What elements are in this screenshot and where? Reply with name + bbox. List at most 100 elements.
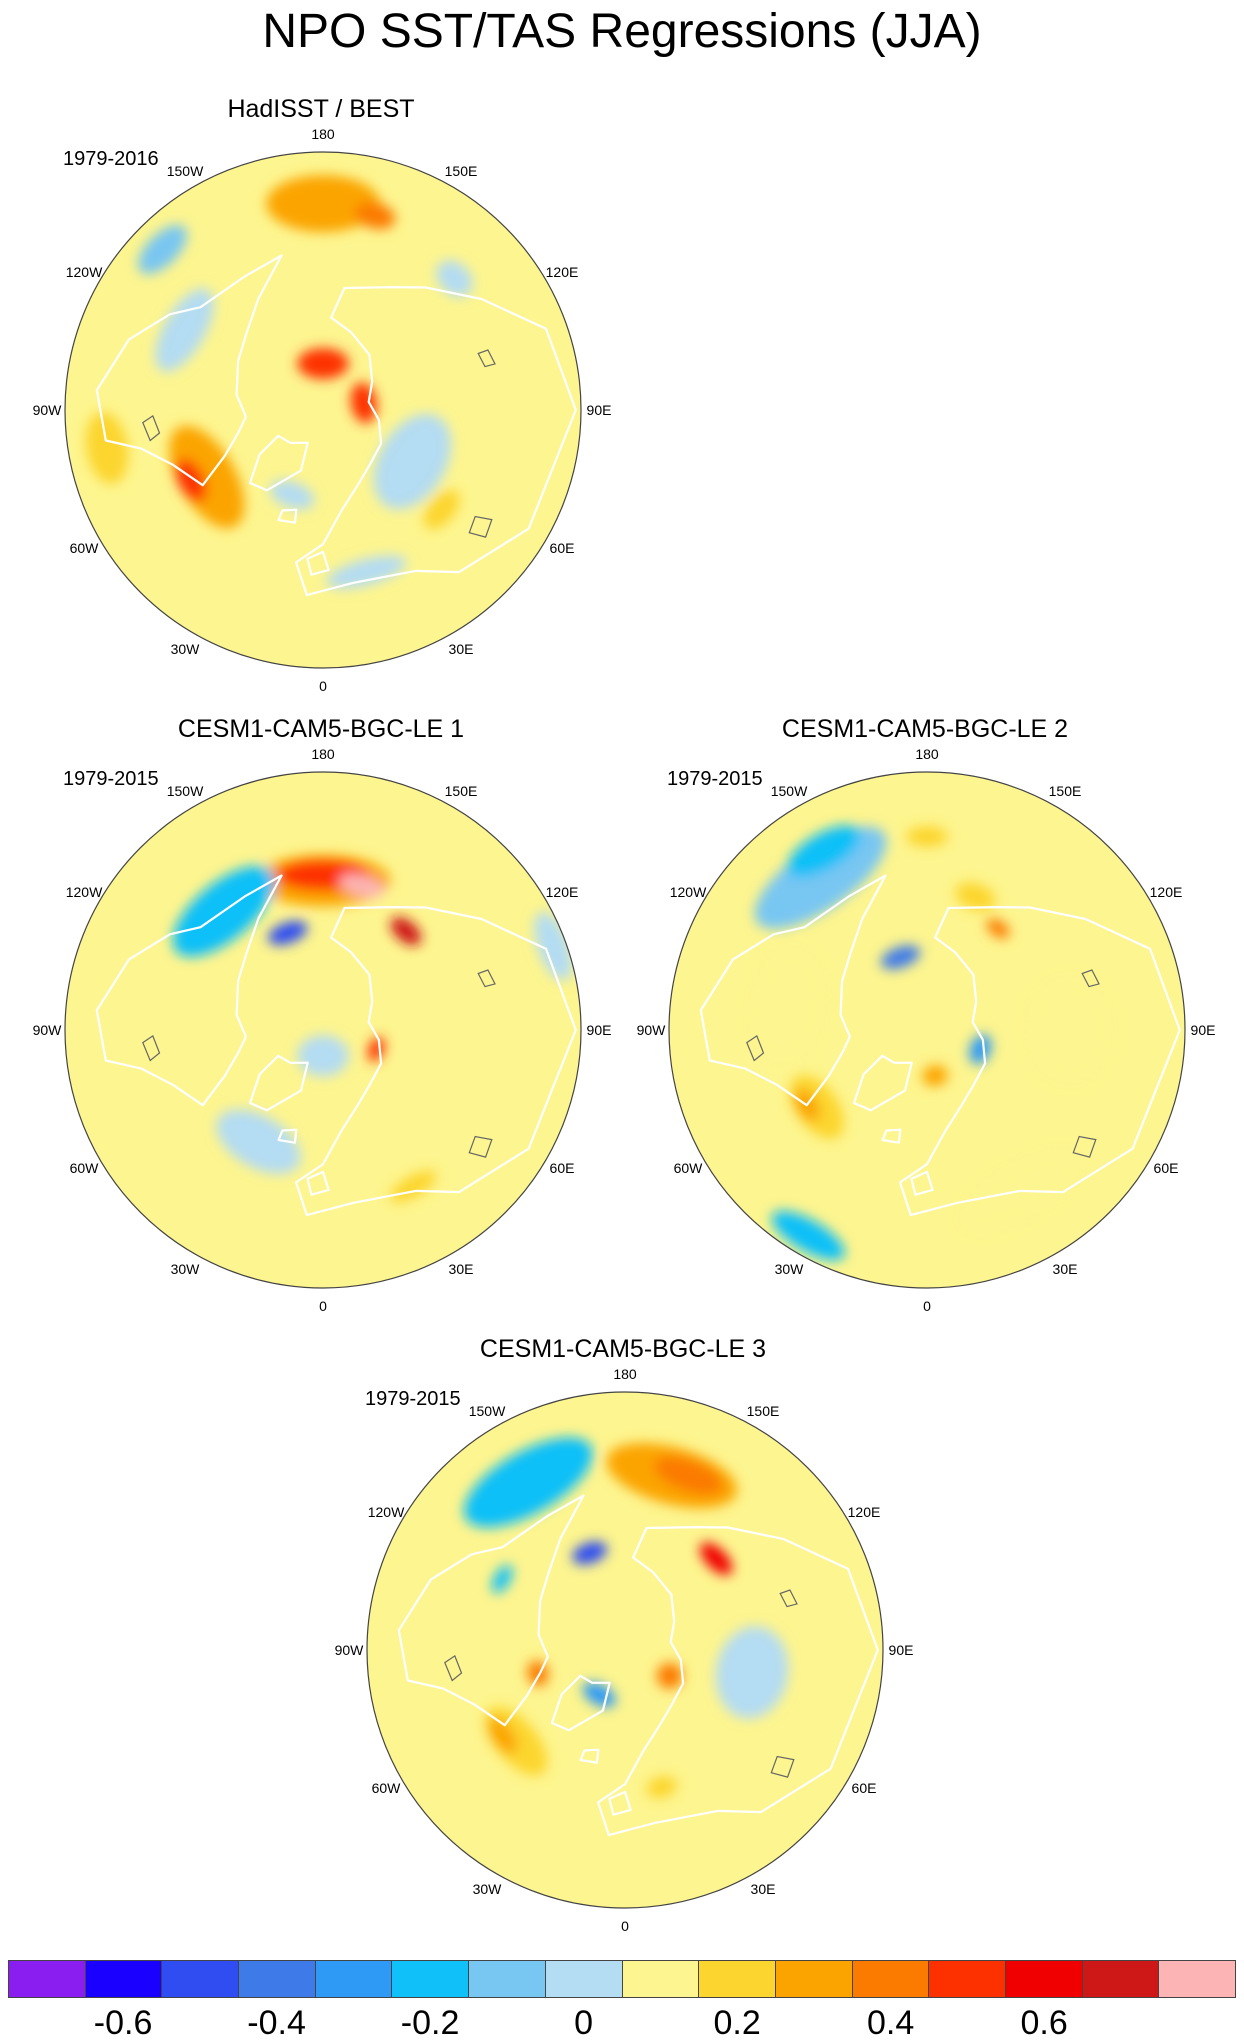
anomaly-patch bbox=[955, 882, 996, 911]
panel-period: 1979-2016 bbox=[63, 148, 159, 170]
map-boundary bbox=[64, 151, 582, 669]
colorbar-tick-label: -0.4 bbox=[247, 2004, 306, 2042]
longitude-label: 90E bbox=[586, 402, 612, 418]
longitude-label: 90E bbox=[1190, 1022, 1216, 1038]
colorbar-segment bbox=[392, 1960, 470, 1998]
panel-period: 1979-2015 bbox=[63, 768, 159, 790]
polar-map bbox=[64, 771, 582, 1289]
anomaly-patch bbox=[423, 489, 460, 530]
longitude-label: 60W bbox=[371, 1780, 401, 1796]
colorbar-tick-label: 0.6 bbox=[1020, 2004, 1068, 2042]
longitude-label: 30W bbox=[170, 1261, 200, 1277]
longitude-label: 180 bbox=[311, 126, 335, 142]
colorbar-tick-label: -0.2 bbox=[400, 2004, 460, 2042]
anomaly-patch bbox=[463, 1437, 593, 1528]
longitude-label: 120W bbox=[65, 264, 103, 280]
anomaly-patch bbox=[85, 412, 129, 484]
longitude-label: 90W bbox=[32, 402, 62, 418]
longitude-label: 30E bbox=[448, 1261, 474, 1277]
colorbar-segment bbox=[315, 1960, 393, 1998]
anomaly-patch bbox=[326, 555, 407, 589]
longitude-label: 150E bbox=[444, 783, 478, 799]
anomaly-patch bbox=[269, 480, 315, 510]
longitude-label: 150W bbox=[166, 783, 204, 799]
colorbar-tick-label: 0 bbox=[574, 2004, 594, 2042]
longitude-label: 150E bbox=[746, 1403, 780, 1419]
longitude-label: 90W bbox=[32, 1022, 62, 1038]
coastline bbox=[295, 906, 577, 1217]
longitude-label: 150W bbox=[468, 1403, 506, 1419]
colorbar-segment bbox=[8, 1960, 86, 1998]
longitude-label: 0 bbox=[319, 678, 327, 694]
longitude-label: 60E bbox=[549, 540, 575, 556]
coastline bbox=[295, 286, 577, 597]
longitude-label: 180 bbox=[613, 1366, 637, 1382]
longitude-label: 0 bbox=[319, 1298, 327, 1314]
colorbar-segment bbox=[239, 1960, 316, 1998]
colorbar-segment bbox=[775, 1960, 853, 1998]
coastline bbox=[277, 1128, 298, 1144]
longitude-label: 150W bbox=[770, 783, 808, 799]
colorbar-tick-label: -0.6 bbox=[93, 2004, 153, 2042]
longitude-label: 120W bbox=[367, 1504, 405, 1520]
map-boundary bbox=[366, 1391, 884, 1909]
anomaly-patch bbox=[922, 1065, 948, 1087]
coastline bbox=[699, 874, 887, 1107]
anomaly-patch bbox=[656, 1662, 683, 1689]
longitude-label: 30W bbox=[170, 641, 200, 657]
anomaly-patch bbox=[354, 202, 396, 230]
anomaly-patch bbox=[155, 288, 214, 372]
colorbar-segment bbox=[1159, 1960, 1236, 1998]
longitude-label: 30E bbox=[750, 1881, 776, 1897]
anomaly-patch bbox=[137, 224, 188, 275]
longitude-label: 150W bbox=[166, 163, 204, 179]
lake-outline bbox=[142, 414, 161, 442]
coastline bbox=[899, 906, 1181, 1217]
map-boundary bbox=[668, 771, 1186, 1289]
lake-outline bbox=[1072, 1135, 1097, 1158]
longitude-label: 120E bbox=[1149, 884, 1183, 900]
anomaly-patch bbox=[436, 260, 473, 297]
lake-outline bbox=[779, 1589, 798, 1608]
coastline bbox=[248, 1054, 309, 1112]
colorbar-segment bbox=[162, 1960, 240, 1998]
anomaly-patch bbox=[969, 1034, 992, 1065]
anomaly-patch bbox=[491, 1565, 513, 1594]
anomaly-patch bbox=[534, 911, 573, 981]
polar-map bbox=[366, 1391, 884, 1909]
panel-period: 1979-2015 bbox=[365, 1388, 461, 1410]
anomaly-patch bbox=[266, 175, 380, 232]
longitude-label: 60W bbox=[69, 1160, 99, 1176]
longitude-label: 60W bbox=[673, 1160, 703, 1176]
longitude-label: 30E bbox=[1052, 1261, 1078, 1277]
anomaly-patch bbox=[715, 1626, 789, 1719]
longitude-label: 0 bbox=[621, 1918, 629, 1934]
colorbar bbox=[8, 1960, 1236, 1998]
anomaly-patch bbox=[986, 918, 1010, 939]
anomaly-patch bbox=[699, 1542, 733, 1576]
anomaly-patch bbox=[880, 945, 921, 970]
figure-title: NPO SST/TAS Regressions (JJA) bbox=[262, 5, 982, 58]
panel-title: CESM1-CAM5-BGC-LE 1 bbox=[177, 715, 465, 743]
coastline bbox=[95, 874, 283, 1107]
colorbar-segment bbox=[929, 1960, 1006, 1998]
coastline bbox=[597, 1526, 879, 1837]
lake-outline bbox=[468, 1135, 493, 1158]
anomaly-patch bbox=[906, 826, 948, 847]
anomaly-patch bbox=[572, 1541, 608, 1565]
anomaly-patch bbox=[297, 1035, 349, 1077]
coastline bbox=[248, 434, 309, 492]
coastline bbox=[550, 1674, 611, 1732]
anomaly-patch bbox=[487, 1717, 517, 1754]
coastline bbox=[852, 1054, 913, 1112]
anomaly-patch bbox=[750, 949, 825, 1062]
longitude-label: 60E bbox=[851, 1780, 877, 1796]
anomaly-patch bbox=[654, 1456, 723, 1495]
coastline bbox=[306, 1170, 330, 1196]
longitude-label: 120E bbox=[847, 1504, 881, 1520]
lake-outline bbox=[770, 1755, 795, 1778]
map-boundary bbox=[64, 771, 582, 1289]
longitude-label: 0 bbox=[923, 1298, 931, 1314]
anomaly-patch bbox=[771, 1210, 845, 1261]
anomaly-patch bbox=[754, 826, 887, 929]
